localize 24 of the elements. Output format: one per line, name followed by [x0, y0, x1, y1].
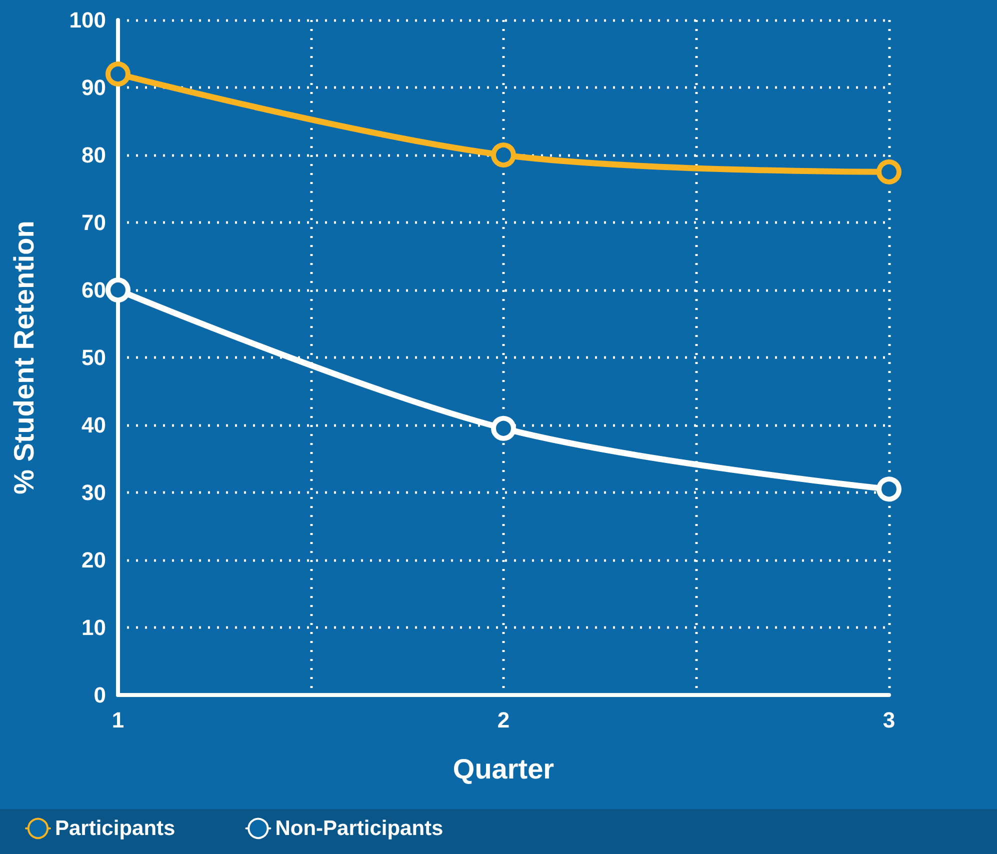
point: [876, 476, 902, 502]
y-tick-label: 90: [82, 75, 106, 100]
point: [491, 142, 516, 168]
y-tick-label: 100: [69, 8, 106, 32]
point: [106, 278, 130, 302]
y-tick-label: 50: [82, 345, 106, 370]
point: [491, 416, 516, 441]
x-tick-label: 2: [497, 708, 510, 732]
y-tick-label: 30: [82, 480, 106, 505]
y-tick-label: 0: [94, 682, 106, 708]
legend-label: Non-Participants: [275, 816, 444, 840]
y-tick-label: 40: [82, 412, 106, 438]
y-axis-title: % Student Retention: [8, 220, 40, 494]
x-tick-label: 3: [882, 708, 896, 732]
x-axis-title: Quarter: [452, 754, 554, 784]
y-tick-label: 60: [82, 278, 106, 302]
y-tick-label: 70: [82, 210, 106, 235]
legend-label: Participants: [55, 816, 176, 840]
y-tick-label: 80: [82, 142, 106, 168]
y-tick-label: 10: [82, 615, 106, 640]
point: [106, 62, 130, 86]
x-tick-label: 1: [112, 708, 124, 732]
point: [876, 159, 902, 184]
y-tick-label: 20: [82, 548, 106, 572]
